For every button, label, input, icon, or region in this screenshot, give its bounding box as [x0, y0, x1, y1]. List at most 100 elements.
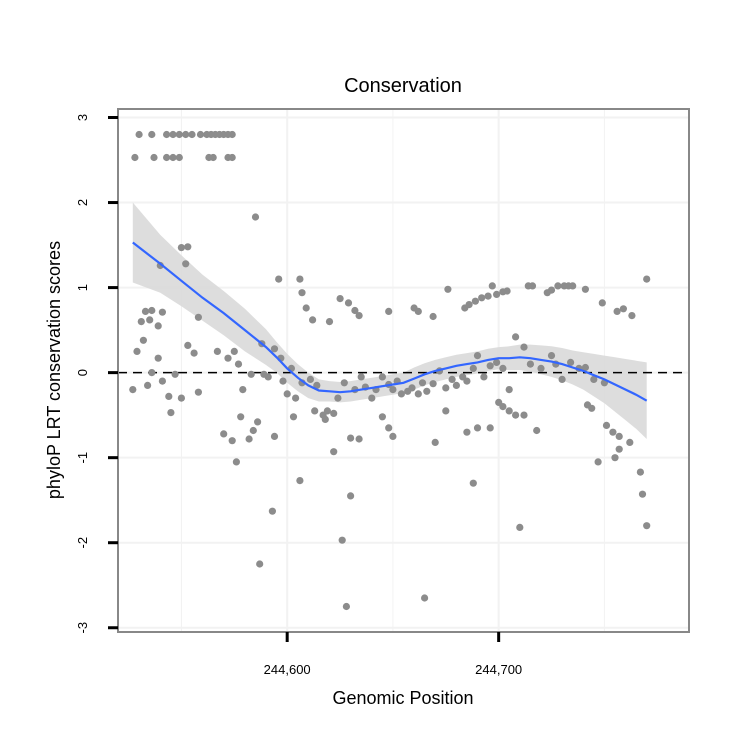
- data-point: [609, 428, 617, 436]
- data-point: [452, 381, 460, 389]
- data-point: [325, 318, 334, 326]
- data-point: [224, 354, 232, 362]
- data-point: [175, 153, 183, 162]
- data-point: [245, 435, 253, 443]
- data-point: [397, 390, 405, 398]
- data-point: [230, 347, 238, 355]
- data-point: [154, 322, 162, 330]
- data-point: [234, 360, 243, 368]
- data-point: [643, 522, 651, 530]
- data-point: [194, 388, 202, 396]
- data-point: [594, 458, 602, 466]
- data-point: [471, 297, 479, 305]
- data-point: [163, 153, 171, 162]
- data-point: [520, 411, 528, 419]
- data-point: [133, 347, 141, 355]
- data-point: [418, 379, 427, 387]
- data-point: [213, 347, 221, 355]
- data-point: [158, 308, 166, 316]
- data-point: [423, 387, 431, 395]
- data-point: [175, 130, 183, 139]
- data-point: [196, 130, 205, 139]
- data-point: [194, 313, 202, 321]
- y-tick-label: -2: [75, 537, 90, 549]
- data-point: [547, 352, 556, 360]
- data-point: [429, 380, 437, 388]
- data-point: [228, 130, 236, 139]
- data-point: [598, 299, 606, 307]
- data-point: [351, 306, 359, 315]
- data-point: [499, 403, 507, 411]
- data-point: [389, 432, 397, 440]
- data-point: [533, 426, 541, 435]
- data-point: [158, 377, 166, 385]
- data-point: [486, 362, 494, 370]
- data-point: [378, 413, 386, 421]
- data-point: [237, 413, 245, 421]
- data-point: [309, 316, 317, 324]
- data-point: [431, 438, 439, 446]
- data-point: [275, 275, 283, 283]
- data-point: [488, 282, 496, 290]
- data-point: [473, 424, 482, 432]
- data-point: [602, 421, 611, 429]
- data-point: [270, 432, 279, 440]
- data-point: [619, 305, 628, 313]
- data-point: [289, 413, 298, 421]
- data-point: [469, 364, 477, 372]
- data-point: [302, 304, 310, 312]
- data-point: [169, 130, 177, 139]
- data-point: [526, 360, 535, 368]
- data-point: [636, 468, 645, 476]
- data-point: [347, 492, 355, 500]
- data-point: [385, 424, 393, 432]
- data-point: [131, 153, 139, 162]
- smooth-fit-line: [132, 241, 648, 402]
- data-point: [311, 407, 319, 415]
- panel-border: [117, 108, 690, 633]
- data-point: [414, 307, 422, 315]
- data-point: [177, 244, 185, 252]
- data-point: [188, 130, 196, 139]
- data-point: [569, 282, 577, 290]
- y-tick-label: 2: [75, 199, 90, 206]
- data-point: [628, 312, 636, 320]
- data-point: [190, 349, 198, 357]
- x-tick-label: 244,700: [475, 662, 522, 677]
- data-point: [511, 411, 520, 419]
- data-point: [611, 454, 619, 462]
- data-point: [239, 386, 247, 394]
- data-point: [268, 507, 276, 515]
- data-point: [251, 213, 260, 221]
- data-point: [150, 153, 158, 162]
- data-point: [148, 130, 156, 139]
- data-point: [463, 377, 471, 385]
- data-point: [643, 275, 651, 283]
- data-point: [169, 153, 177, 162]
- data-point: [357, 373, 365, 381]
- data-point: [389, 386, 397, 394]
- data-point: [615, 445, 623, 453]
- y-tick-label: -3: [75, 622, 90, 634]
- data-point: [465, 301, 473, 309]
- data-point: [638, 490, 647, 498]
- data-point: [588, 404, 596, 412]
- data-point: [338, 536, 346, 544]
- data-point: [313, 381, 321, 389]
- data-point: [615, 432, 623, 440]
- data-point: [547, 286, 556, 294]
- data-point: [336, 295, 344, 303]
- x-axis-label: Genomic Position: [332, 688, 473, 708]
- data-point: [139, 336, 147, 344]
- data-point: [340, 379, 348, 387]
- data-point: [298, 289, 306, 297]
- data-point: [135, 130, 143, 139]
- data-point: [232, 458, 240, 466]
- y-axis-label: phyloP LRT conservation scores: [44, 241, 64, 499]
- y-axis: -3 -2 -1 0 1 2 3: [75, 114, 118, 634]
- data-point: [146, 316, 154, 324]
- data-point: [344, 299, 353, 307]
- data-point: [184, 243, 192, 251]
- data-point: [414, 390, 422, 398]
- y-tick-label: 1: [75, 284, 90, 291]
